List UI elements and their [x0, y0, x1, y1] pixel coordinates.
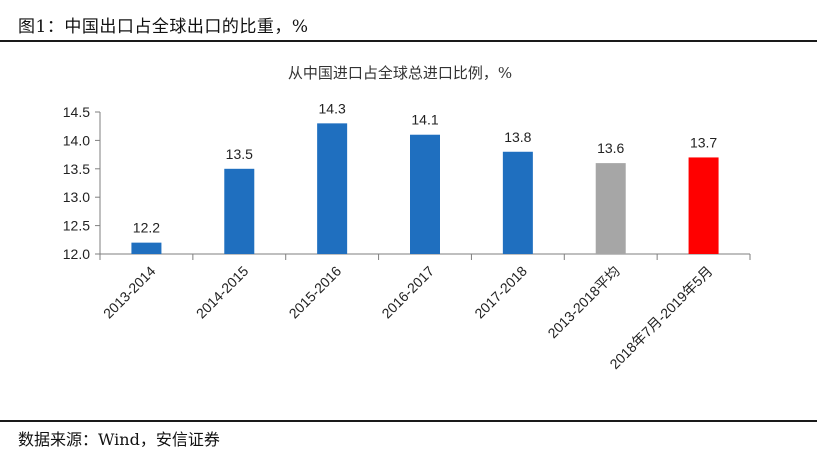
y-tick-label: 12.0: [63, 246, 90, 262]
bar: [317, 123, 348, 254]
data-label: 14.3: [319, 100, 346, 116]
bar: [224, 168, 255, 254]
bar-chart: 从中国进口占全球总进口比例，% 12.0 12.5 13.0 13.5 14.0 14.5…: [63, 64, 751, 372]
y-tick-label: 13.0: [63, 189, 90, 205]
data-label: 13.7: [690, 134, 717, 150]
source-note: 数据来源：Wind，安信证券: [18, 430, 220, 449]
top-divider: [0, 40, 817, 42]
bar: [688, 157, 719, 254]
data-label: 12.2: [133, 220, 160, 236]
category-label: 2017-2018: [471, 263, 530, 322]
data-labels: 12.2 13.5 14.3 14.1 13.8 13.6 13.7: [133, 100, 718, 235]
category-label: 2016-2017: [378, 263, 437, 322]
bar: [502, 151, 533, 254]
category-label: 2013-2018平均: [544, 263, 622, 341]
chart-title: 从中国进口占全球总进口比例，%: [288, 64, 512, 82]
x-axis: [99, 253, 751, 260]
category-label: 2013-2014: [100, 263, 159, 322]
category-label: 2014-2015: [193, 263, 252, 322]
data-label: 13.8: [504, 129, 531, 145]
bar: [595, 163, 626, 254]
bottom-divider: [0, 420, 817, 422]
y-tick-label: 14.0: [63, 132, 90, 148]
data-label: 13.5: [226, 146, 253, 162]
category-label: 2018年7月-2019年5月: [606, 263, 715, 372]
y-tick-label: 13.5: [63, 161, 90, 177]
category-labels: 2013-2014 2014-2015 2015-2016 2016-2017 2017…: [100, 263, 716, 372]
data-label: 14.1: [411, 112, 438, 128]
y-tick-label: 14.5: [63, 104, 90, 120]
category-label: 2015-2016: [286, 263, 345, 322]
data-label: 13.6: [597, 140, 624, 156]
y-axis: 12.0 12.5 13.0 13.5 14.0 14.5: [63, 104, 101, 262]
figure-title: 图1：中国出口占全球出口的比重，%: [18, 17, 309, 37]
bars: [131, 123, 719, 254]
bar: [410, 134, 440, 254]
bar: [131, 242, 162, 254]
y-tick-label: 12.5: [63, 218, 90, 234]
